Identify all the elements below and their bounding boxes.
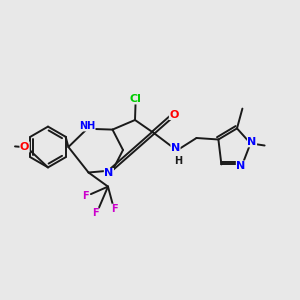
Text: N: N (171, 143, 180, 153)
Text: H: H (174, 156, 183, 167)
Text: F: F (112, 204, 118, 214)
Text: N: N (248, 137, 256, 147)
Text: F: F (82, 190, 89, 201)
Text: F: F (92, 208, 98, 218)
Text: O: O (20, 142, 29, 152)
Text: N: N (104, 168, 113, 178)
Text: NH: NH (79, 121, 95, 131)
Text: N: N (236, 161, 245, 171)
Text: Cl: Cl (130, 94, 142, 104)
Text: O: O (169, 110, 179, 120)
